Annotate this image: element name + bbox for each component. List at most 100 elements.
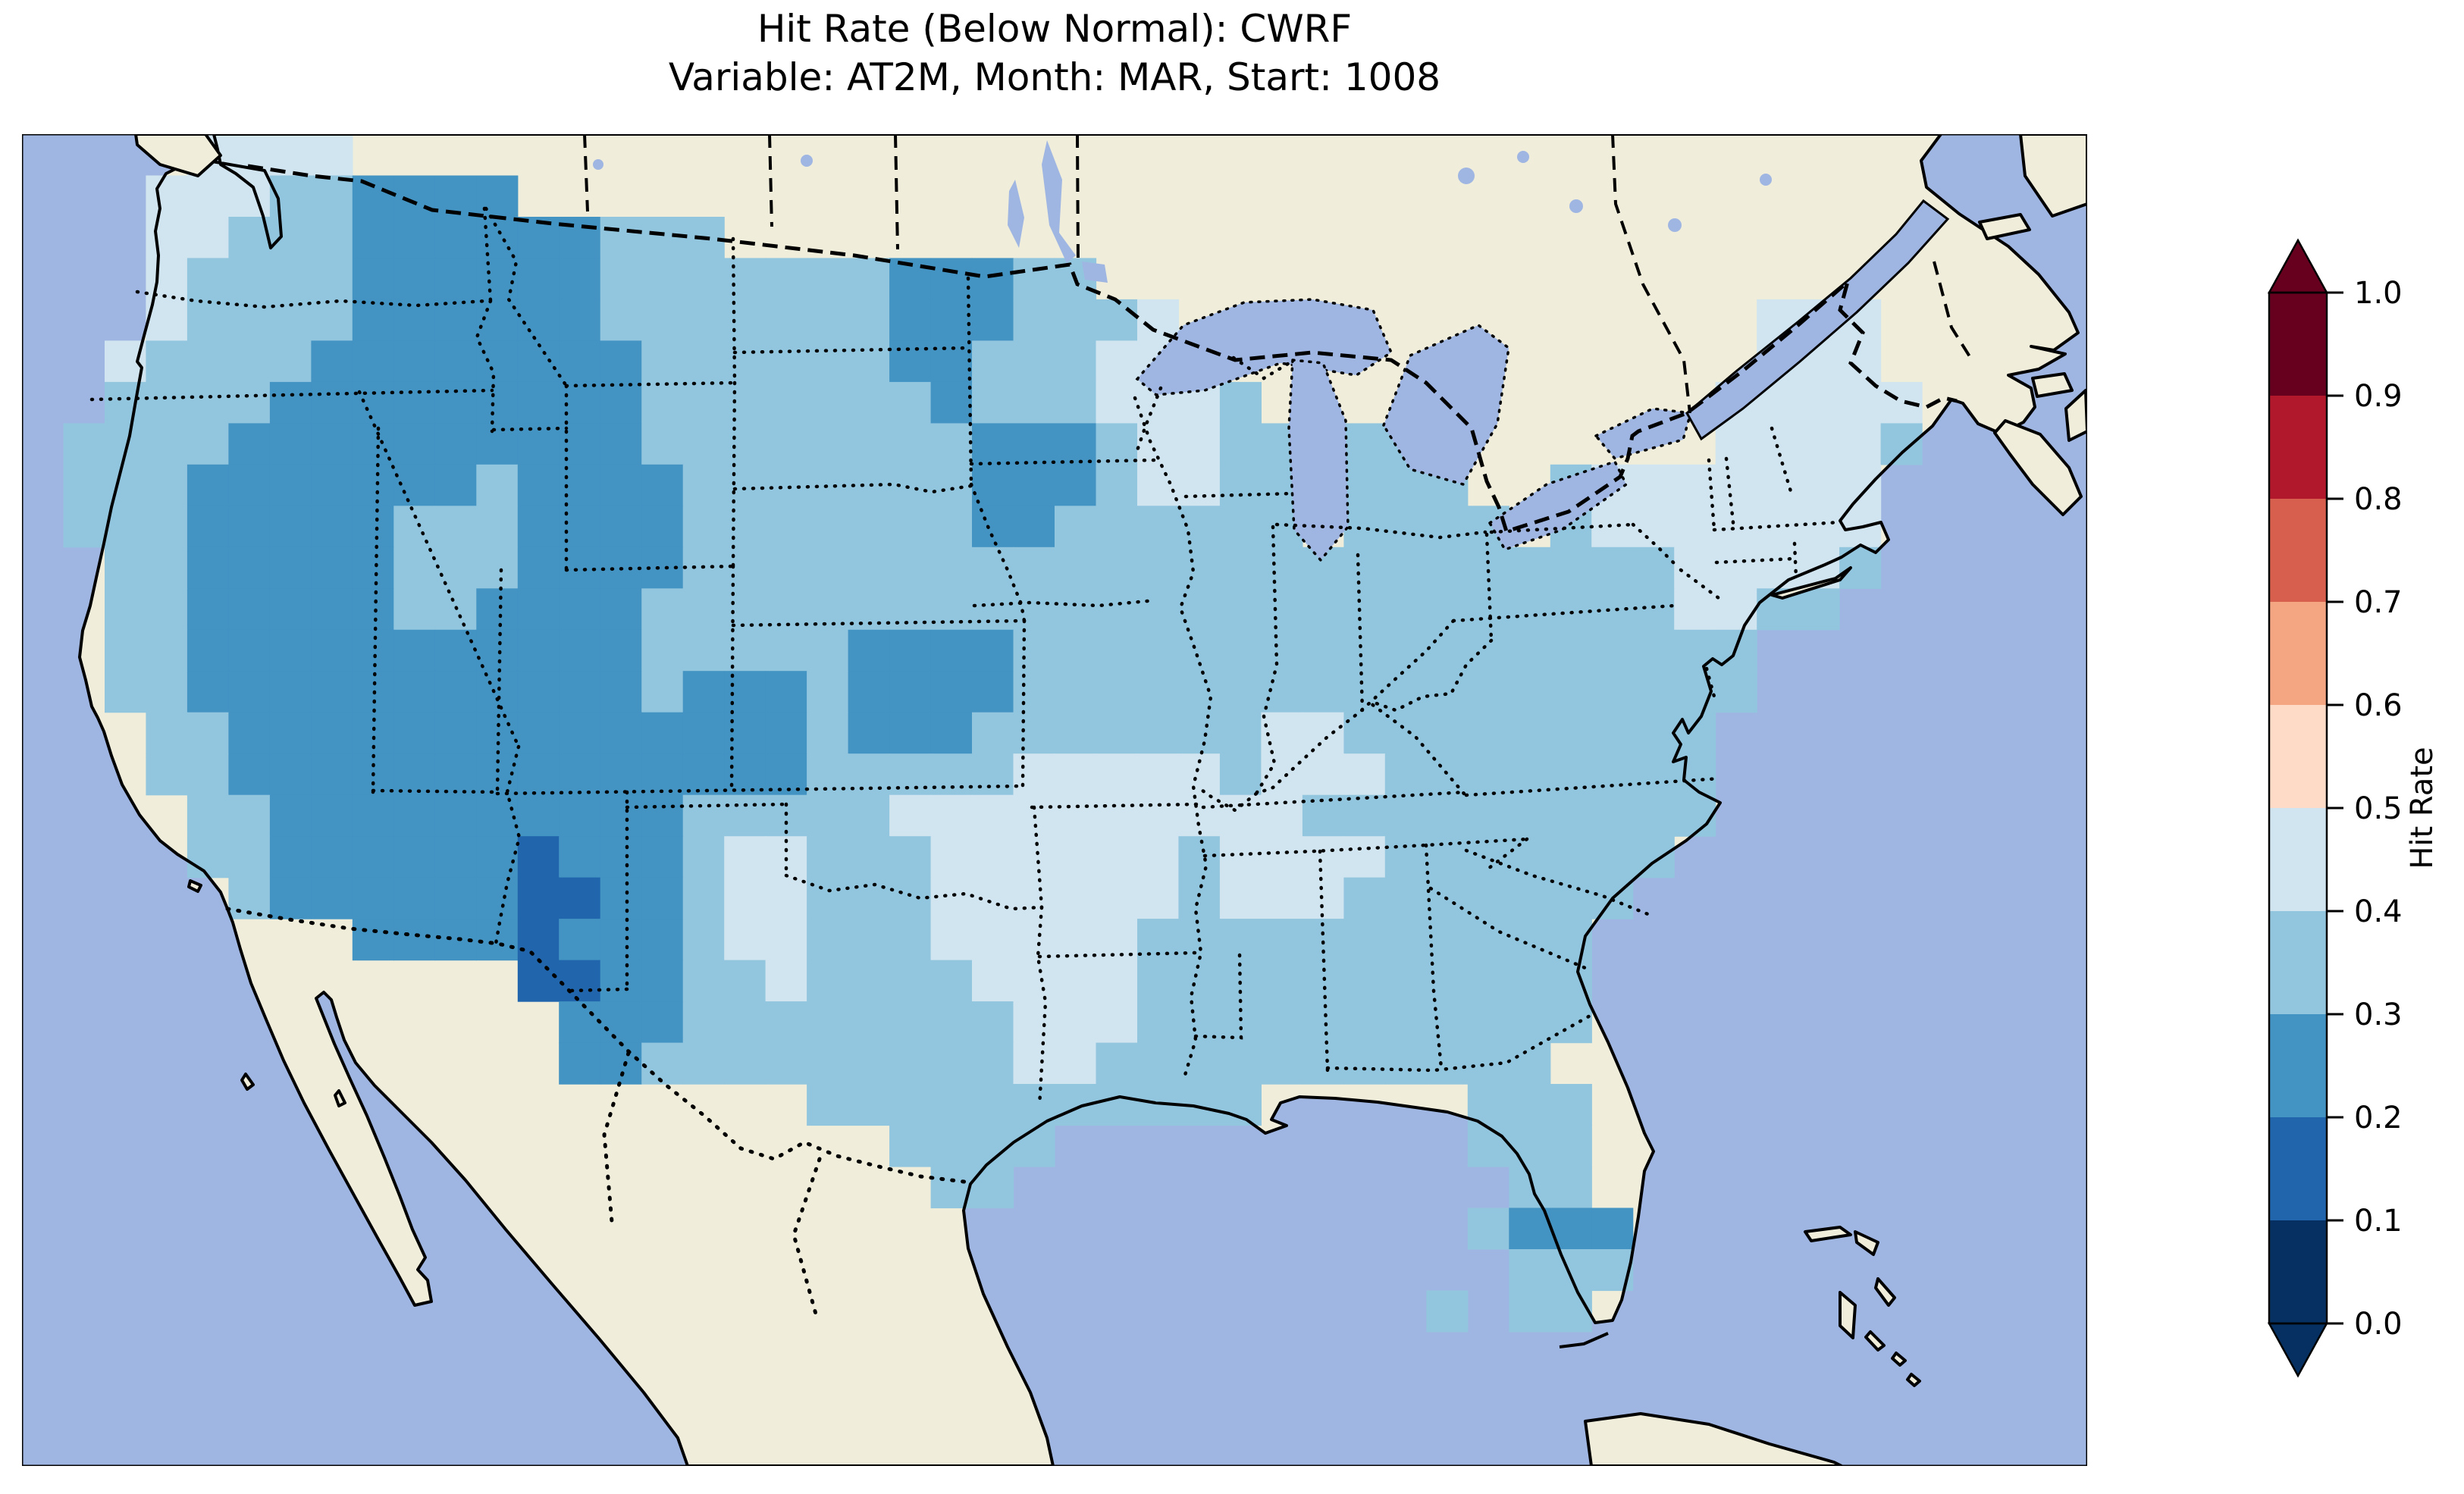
grid-cell xyxy=(1013,547,1055,589)
vancouver-island xyxy=(134,134,222,177)
grid-cell xyxy=(1219,794,1262,837)
grid-cell xyxy=(1509,1042,1551,1085)
grid-cell xyxy=(930,753,973,796)
grid-cell xyxy=(765,547,807,589)
grid-cell xyxy=(1219,877,1262,919)
small-lake xyxy=(593,159,603,170)
grid-cell xyxy=(682,960,725,1002)
grid-cell xyxy=(848,671,890,713)
grid-cell xyxy=(352,877,394,919)
grid-cell xyxy=(641,836,684,879)
grid-cell xyxy=(1426,1001,1469,1044)
grid-cell xyxy=(105,423,147,465)
lake-michigan xyxy=(1287,359,1350,562)
grid-cell xyxy=(1013,506,1055,548)
grid-cell xyxy=(930,877,973,919)
grid-cell xyxy=(352,217,394,259)
grid-cell xyxy=(1467,877,1509,919)
grid-cell xyxy=(352,547,394,589)
grid-cell xyxy=(352,381,394,424)
grid-cell xyxy=(1137,464,1180,506)
grid-cell xyxy=(63,464,105,506)
grid-cell xyxy=(1343,1042,1386,1085)
grid-cell xyxy=(1302,1001,1344,1044)
small-lake xyxy=(801,155,813,167)
grid-cell xyxy=(807,712,849,754)
grid-cell xyxy=(1013,423,1055,465)
grid-cell xyxy=(641,794,684,837)
grid-cell xyxy=(1178,464,1221,506)
grid-cell xyxy=(1509,588,1551,631)
grid-cell xyxy=(1384,877,1427,919)
grid-cell xyxy=(1096,836,1138,879)
grid-cell xyxy=(682,794,725,837)
grid-cell xyxy=(724,671,766,713)
grid-cell xyxy=(517,794,560,837)
grid-cell xyxy=(848,340,890,383)
grid-cell xyxy=(393,671,436,713)
grid-cell xyxy=(1261,919,1303,961)
grid-cell xyxy=(1219,588,1262,631)
grid-cell xyxy=(972,960,1014,1002)
grid-cell xyxy=(1137,960,1180,1002)
grid-cell xyxy=(1343,712,1386,754)
grid-cell xyxy=(269,423,312,465)
grid-cell xyxy=(1055,836,1097,879)
isla-cedros xyxy=(240,1073,255,1091)
grid-cell xyxy=(434,547,477,589)
grid-cell xyxy=(1591,712,1634,754)
grid-cell xyxy=(1384,1042,1427,1085)
grid-cell xyxy=(1302,794,1344,837)
long-island xyxy=(1770,566,1852,600)
grid-cell xyxy=(889,836,932,879)
grid-cell xyxy=(1384,753,1427,796)
grid-cell xyxy=(1261,588,1303,631)
grid-cell xyxy=(1839,381,1882,424)
grid-cell xyxy=(559,629,601,672)
grid-cell xyxy=(187,836,229,879)
grid-cell xyxy=(765,588,807,631)
grid-cell xyxy=(1550,671,1592,713)
colorbar-segment xyxy=(2269,1014,2327,1117)
grid-cell xyxy=(930,299,973,341)
grid-cell xyxy=(889,381,932,424)
grid-cell xyxy=(1055,1042,1097,1085)
colorbar-tick-label: 0.4 xyxy=(2354,894,2403,929)
grid-cell xyxy=(1550,1084,1592,1126)
grid-cell xyxy=(228,836,271,879)
grid-cell xyxy=(1137,588,1180,631)
grid-cell xyxy=(1757,547,1799,589)
grid-cell xyxy=(1550,836,1592,879)
grid-cell xyxy=(724,423,766,465)
grid-cell xyxy=(1384,794,1427,837)
grid-cell xyxy=(269,381,312,424)
grid-cell xyxy=(1055,960,1097,1002)
grid-cell xyxy=(63,506,105,548)
grid-cell xyxy=(311,629,353,672)
grid-cell xyxy=(807,299,849,341)
grid-cell xyxy=(1550,1290,1592,1333)
grid-cell xyxy=(146,340,188,383)
grid-cell xyxy=(559,299,601,341)
grid-cell xyxy=(146,423,188,465)
grid-cell xyxy=(930,836,973,879)
grid-cell xyxy=(1055,794,1097,837)
grid-cell xyxy=(1384,506,1427,548)
grid-cell xyxy=(1302,1042,1344,1085)
grid-cell xyxy=(1096,340,1138,383)
small-lake xyxy=(1517,151,1529,163)
grid-cell xyxy=(146,753,188,796)
grid-cell xyxy=(1384,712,1427,754)
grid-cell xyxy=(724,381,766,424)
grid-cell xyxy=(146,381,188,424)
grid-cell xyxy=(1467,836,1509,879)
grid-cell xyxy=(434,381,477,424)
grid-cell xyxy=(765,1001,807,1044)
grid-cell xyxy=(972,836,1014,879)
grid-cell xyxy=(1384,671,1427,713)
grid-cell xyxy=(393,506,436,548)
bahama-cay xyxy=(1891,1351,1907,1367)
grid-cell xyxy=(352,258,394,300)
grid-cell xyxy=(1509,1084,1551,1126)
grid-cell xyxy=(559,588,601,631)
